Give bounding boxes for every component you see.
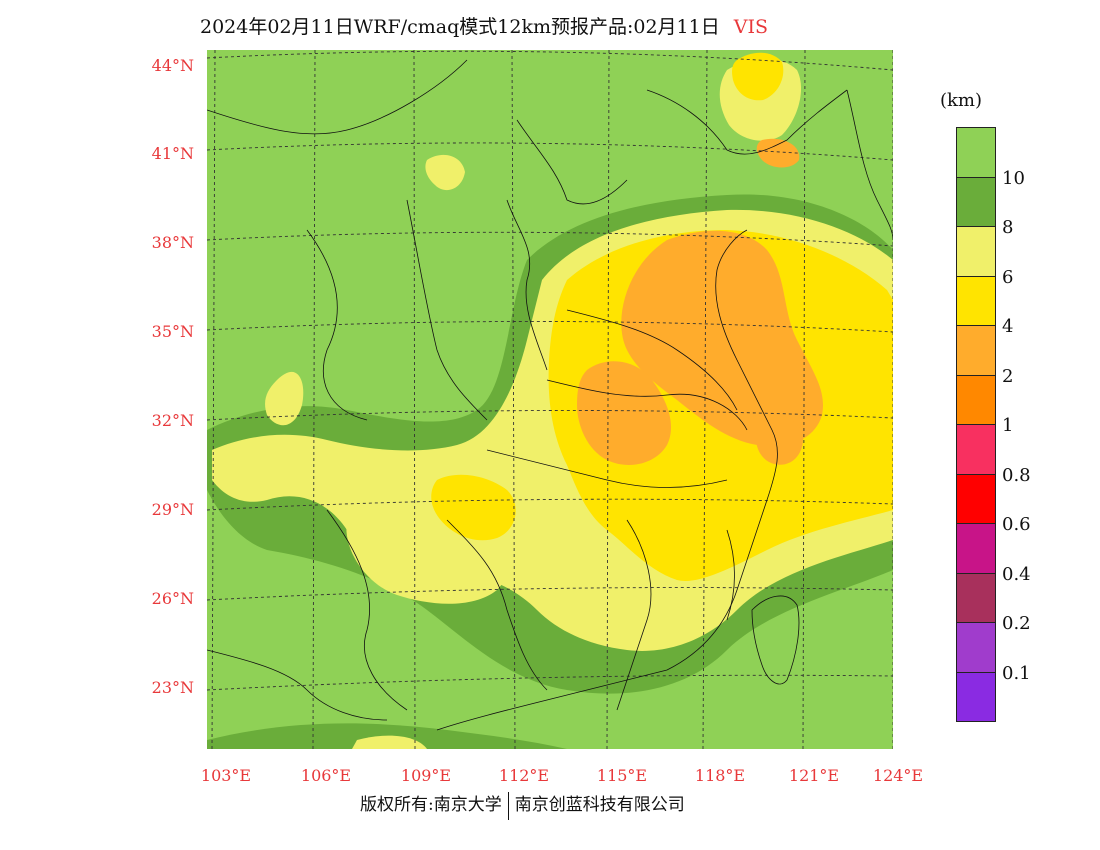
lon-label: 118°E: [694, 766, 746, 785]
legend-swatch: [956, 524, 996, 574]
lat-label: 29°N: [151, 500, 194, 519]
legend-label: 1: [1002, 415, 1014, 436]
legend-label: 0.2: [1002, 613, 1031, 634]
legend-swatch: [956, 227, 996, 277]
legend-swatch: [956, 276, 996, 326]
legend-swatch: [956, 177, 996, 227]
legend-swatch: [956, 474, 996, 524]
legend-label: 2: [1002, 366, 1014, 387]
color-legend: [956, 127, 996, 722]
lat-label: 41°N: [151, 144, 194, 163]
lat-label: 35°N: [151, 322, 194, 341]
legend-label: 8: [1002, 217, 1014, 238]
legend-label: 0.1: [1002, 663, 1031, 684]
legend-swatch: [956, 127, 996, 178]
lon-label: 124°E: [872, 766, 924, 785]
lat-label: 23°N: [151, 678, 194, 697]
legend-swatch: [956, 326, 996, 376]
legend-unit: (km): [940, 90, 983, 111]
lat-label: 26°N: [151, 589, 194, 608]
footer: 版权所有:南京大学 南京创蓝科技有限公司: [360, 790, 685, 820]
lon-label: 112°E: [498, 766, 550, 785]
legend-label: 4: [1002, 316, 1014, 337]
legend-swatch: [956, 425, 996, 475]
company-text: 南京创蓝科技有限公司: [514, 795, 685, 815]
legend-swatch: [956, 672, 996, 722]
legend-swatch: [956, 573, 996, 623]
lon-label: 103°E: [200, 766, 252, 785]
lon-label: 115°E: [596, 766, 648, 785]
legend-swatch: [956, 375, 996, 425]
lat-label: 32°N: [151, 411, 194, 430]
lat-label: 44°N: [151, 56, 194, 75]
title-variable: VIS: [733, 16, 768, 38]
visibility-map: [207, 50, 893, 749]
legend-label: 6: [1002, 267, 1014, 288]
footer-divider: [507, 791, 509, 820]
legend-label: 10: [1002, 168, 1025, 189]
copyright-text: 版权所有:南京大学: [360, 795, 502, 815]
lon-label: 121°E: [788, 766, 840, 785]
region-2km: [577, 138, 823, 465]
legend-swatch: [956, 623, 996, 673]
title-text: 2024年02月11日WRF/cmaq模式12km预报产品:02月11日: [200, 16, 720, 38]
borders: [207, 59, 893, 731]
lon-label: 106°E: [300, 766, 352, 785]
lat-label: 38°N: [151, 233, 194, 252]
legend-label: 0.4: [1002, 564, 1031, 585]
lon-label: 109°E: [400, 766, 452, 785]
map-title: 2024年02月11日WRF/cmaq模式12km预报产品:02月11日 VIS: [200, 12, 900, 39]
legend-label: 0.6: [1002, 514, 1031, 535]
legend-label: 0.8: [1002, 465, 1031, 486]
